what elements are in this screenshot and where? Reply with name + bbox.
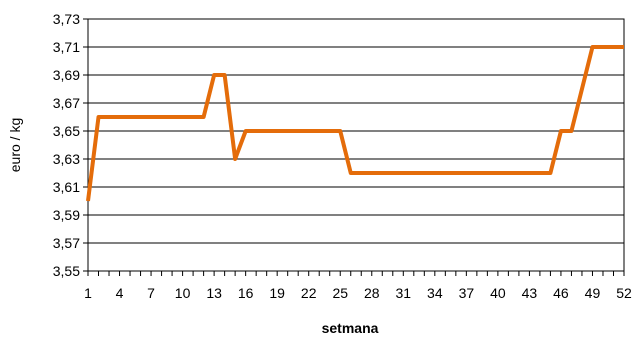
y-tick-label: 3,59	[53, 207, 80, 223]
data-point	[527, 171, 531, 175]
data-point	[590, 45, 594, 49]
y-tick-label: 3,69	[53, 67, 80, 83]
x-tick-label: 10	[175, 285, 191, 301]
data-point	[86, 199, 90, 203]
x-tick-label: 4	[116, 285, 124, 301]
data-point	[443, 171, 447, 175]
data-point	[181, 115, 185, 119]
x-tick-label: 37	[459, 285, 475, 301]
data-point	[212, 73, 216, 77]
x-tick-label: 52	[616, 285, 632, 301]
data-point	[391, 171, 395, 175]
x-axis-title: setmana	[322, 320, 379, 336]
data-point	[328, 129, 332, 133]
x-tick-label: 7	[147, 285, 155, 301]
data-point	[139, 115, 143, 119]
y-tick-label: 3,63	[53, 151, 80, 167]
data-point	[622, 45, 626, 49]
x-tick-label: 22	[301, 285, 317, 301]
data-point	[170, 115, 174, 119]
data-point	[338, 129, 342, 133]
data-point	[359, 171, 363, 175]
grid-lines	[88, 18, 624, 272]
data-point	[233, 157, 237, 161]
y-tick-label: 3,71	[53, 39, 80, 55]
data-point	[496, 171, 500, 175]
data-point	[370, 171, 374, 175]
data-point	[422, 171, 426, 175]
data-point	[296, 129, 300, 133]
x-tick-label: 1	[84, 285, 92, 301]
data-point	[538, 171, 542, 175]
x-tick-label: 16	[238, 285, 254, 301]
x-tick-label: 31	[396, 285, 412, 301]
y-tick-label: 3,73	[53, 11, 80, 27]
data-point	[548, 171, 552, 175]
data-point	[380, 171, 384, 175]
data-point	[412, 171, 416, 175]
data-point	[160, 115, 164, 119]
data-point	[107, 115, 111, 119]
data-point	[254, 129, 258, 133]
data-point	[611, 45, 615, 49]
data-point	[149, 115, 153, 119]
x-tick-label: 40	[490, 285, 506, 301]
data-point	[485, 171, 489, 175]
x-tick-label: 28	[364, 285, 380, 301]
data-point	[202, 115, 206, 119]
y-axis: 3,55 3,57 3,59 3,61 3,63 3,65 3,67 3,69 3,71 3,73	[53, 11, 88, 279]
y-tick-label: 3,61	[53, 179, 80, 195]
data-point	[475, 171, 479, 175]
x-tick-label: 25	[332, 285, 348, 301]
data-point	[317, 129, 321, 133]
data-point	[433, 171, 437, 175]
plot-area-border	[87, 18, 625, 272]
x-tick-label: 13	[206, 285, 222, 301]
x-tick-label: 34	[427, 285, 443, 301]
data-point	[601, 45, 605, 49]
series-layer	[86, 45, 626, 203]
data-point	[580, 87, 584, 91]
x-axis: 1 4 7 10 13 16 19 22 25 28 31 34 37 40 43 46 49 52	[84, 271, 632, 301]
y-tick-label: 3,55	[53, 263, 80, 279]
data-point	[286, 129, 290, 133]
x-tick-label: 19	[269, 285, 285, 301]
data-point	[517, 171, 521, 175]
y-tick-label: 3,67	[53, 95, 80, 111]
data-point	[275, 129, 279, 133]
data-point	[401, 171, 405, 175]
data-point	[118, 115, 122, 119]
data-point	[191, 115, 195, 119]
data-point	[454, 171, 458, 175]
data-point	[559, 129, 563, 133]
data-point	[97, 115, 101, 119]
series-line	[86, 45, 624, 202]
data-point	[244, 129, 248, 133]
x-tick-label: 46	[553, 285, 569, 301]
x-tick-label: 43	[522, 285, 538, 301]
data-point	[506, 171, 510, 175]
data-point	[223, 73, 227, 77]
data-point	[569, 129, 573, 133]
y-axis-title: euro / kg	[7, 118, 23, 172]
data-point	[349, 171, 353, 175]
y-tick-label: 3,57	[53, 235, 80, 251]
data-point	[307, 129, 311, 133]
data-point	[128, 115, 132, 119]
x-tick-label: 49	[585, 285, 601, 301]
data-point	[265, 129, 269, 133]
data-point	[464, 171, 468, 175]
y-tick-label: 3,65	[53, 123, 80, 139]
